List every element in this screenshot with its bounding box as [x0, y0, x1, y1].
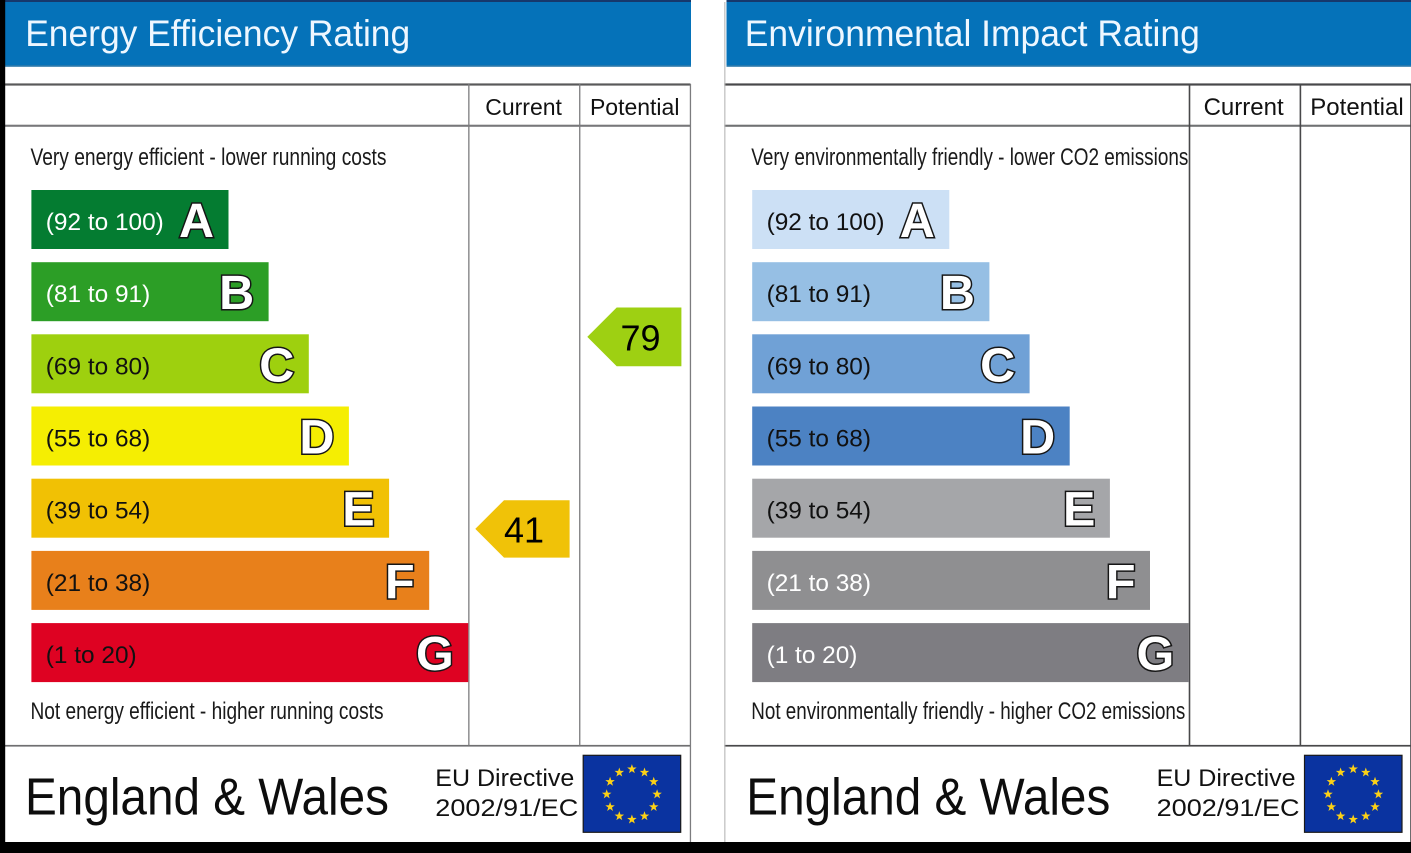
svg-text:C: C	[259, 338, 294, 392]
svg-text:(21 to 38): (21 to 38)	[46, 570, 150, 597]
svg-text:(39 to 54): (39 to 54)	[46, 498, 150, 525]
svg-text:E: E	[1063, 483, 1095, 537]
svg-text:Energy Efficiency Rating: Energy Efficiency Rating	[25, 13, 410, 54]
svg-text:2002/91/EC: 2002/91/EC	[1157, 795, 1300, 822]
svg-text:(69 to 80): (69 to 80)	[46, 353, 150, 380]
svg-text:A: A	[179, 194, 214, 248]
svg-text:(55 to 68): (55 to 68)	[46, 426, 150, 453]
svg-text:(81 to 91): (81 to 91)	[46, 281, 150, 308]
svg-text:(92 to 100): (92 to 100)	[767, 209, 885, 236]
svg-text:(1 to 20): (1 to 20)	[46, 642, 137, 669]
svg-text:Very environmentally friendly: Very environmentally friendly - lower CO…	[751, 144, 1188, 171]
svg-text:A: A	[900, 194, 935, 248]
svg-text:E: E	[342, 483, 374, 537]
svg-text:2002/91/EC: 2002/91/EC	[435, 795, 578, 822]
svg-text:Very energy efficient - lower: Very energy efficient - lower running co…	[31, 144, 387, 171]
svg-text:Current: Current	[1204, 94, 1284, 121]
svg-text:Potential: Potential	[1310, 94, 1403, 121]
svg-text:Potential: Potential	[590, 94, 680, 120]
svg-text:(21 to 38): (21 to 38)	[767, 570, 871, 597]
svg-text:(81 to 91): (81 to 91)	[767, 281, 871, 308]
svg-text:F: F	[385, 555, 415, 609]
svg-text:41: 41	[504, 510, 544, 551]
svg-text:G: G	[416, 627, 454, 681]
svg-text:79: 79	[620, 318, 660, 359]
svg-text:B: B	[219, 266, 254, 320]
svg-text:D: D	[299, 411, 334, 465]
svg-text:Current: Current	[485, 94, 562, 120]
svg-text:EU Directive: EU Directive	[1157, 765, 1296, 792]
svg-text:(1 to 20): (1 to 20)	[767, 642, 858, 669]
svg-text:(69 to 80): (69 to 80)	[767, 353, 871, 380]
svg-text:D: D	[1020, 411, 1055, 465]
svg-text:F: F	[1106, 555, 1136, 609]
svg-text:(55 to 68): (55 to 68)	[767, 426, 871, 453]
svg-text:Not environmentally friendly -: Not environmentally friendly - higher CO…	[751, 698, 1185, 725]
svg-text:B: B	[940, 266, 975, 320]
svg-text:Not energy efficient - higher: Not energy efficient - higher running co…	[31, 698, 384, 725]
svg-text:G: G	[1136, 627, 1174, 681]
svg-text:Environmental Impact Rating: Environmental Impact Rating	[745, 13, 1200, 54]
svg-text:(92 to 100): (92 to 100)	[46, 209, 164, 236]
svg-text:(39 to 54): (39 to 54)	[767, 498, 871, 525]
svg-text:EU Directive: EU Directive	[435, 765, 574, 792]
svg-text:C: C	[980, 338, 1015, 392]
svg-text:England & Wales: England & Wales	[746, 769, 1110, 827]
svg-text:England & Wales: England & Wales	[25, 769, 389, 827]
